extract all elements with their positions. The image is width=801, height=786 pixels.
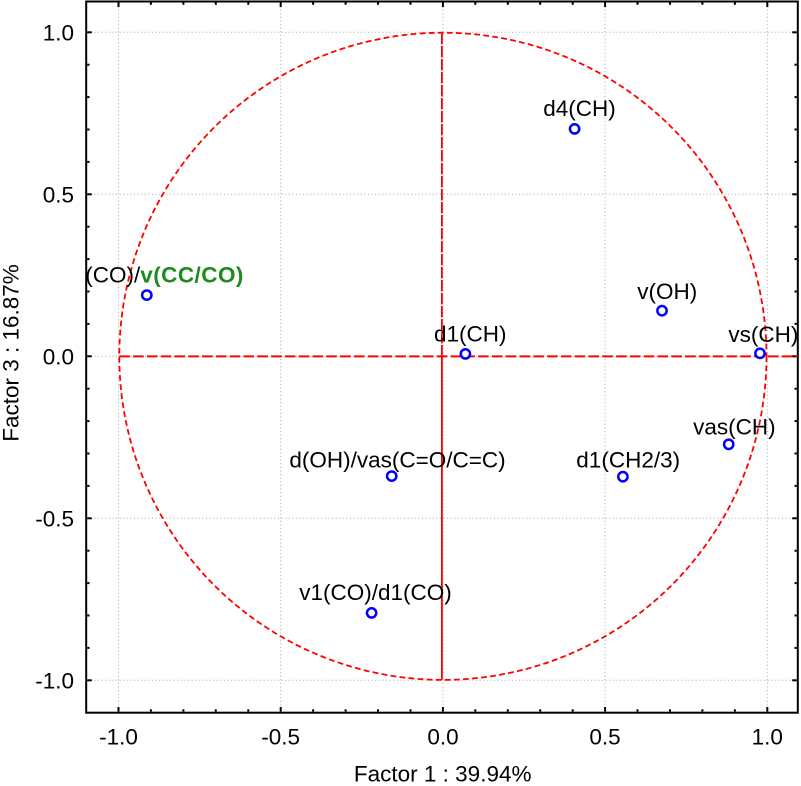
svg-text:d1(CH): d1(CH) [434, 321, 507, 346]
svg-text:-1.0: -1.0 [99, 725, 138, 750]
svg-text:d1(CH2/3): d1(CH2/3) [576, 448, 680, 473]
svg-text:-0.5: -0.5 [35, 507, 74, 532]
svg-text:Factor 3 : 16.87%: Factor 3 : 16.87% [0, 264, 23, 442]
svg-text:0.5: 0.5 [589, 725, 620, 750]
svg-text:0.0: 0.0 [427, 725, 458, 750]
svg-text:v1(CO)/d1(CO): v1(CO)/d1(CO) [299, 580, 452, 605]
svg-text:vs(CH): vs(CH) [728, 322, 798, 347]
svg-text:vas(CH): vas(CH) [693, 415, 776, 440]
svg-text:0.0: 0.0 [43, 345, 74, 370]
svg-text:v(OH): v(OH) [637, 279, 697, 304]
svg-text:d(OH)/vas(C=O/C=C): d(OH)/vas(C=O/C=C) [289, 447, 505, 472]
svg-text:d4(CH): d4(CH) [543, 96, 616, 121]
svg-text:-0.5: -0.5 [261, 725, 300, 750]
svg-text:1.0: 1.0 [43, 21, 74, 46]
svg-text:-1.0: -1.0 [35, 669, 74, 694]
svg-text:0.5: 0.5 [43, 183, 74, 208]
svg-text:Factor 1 : 39.94%: Factor 1 : 39.94% [354, 762, 532, 786]
svg-text:1.0: 1.0 [752, 725, 783, 750]
svg-text:v(CO)/v(CC/CO): v(CO)/v(CC/CO) [74, 263, 244, 288]
